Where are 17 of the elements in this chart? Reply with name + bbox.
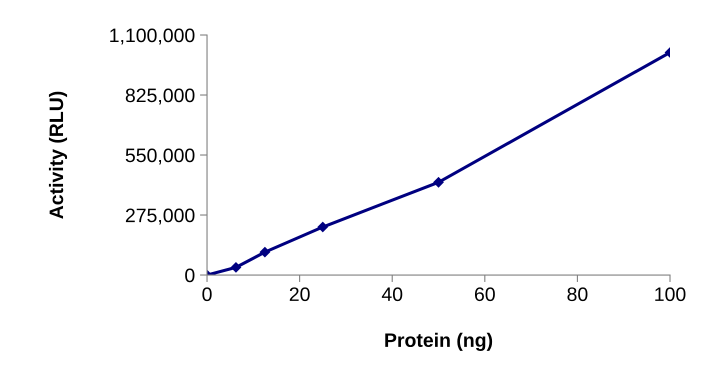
x-tick-label: 100 [655, 287, 686, 302]
y-tick-label: 1,100,000 [110, 28, 194, 45]
x-axis-title: Protein (ng) [385, 332, 492, 351]
y-tick-label: 0 [185, 268, 194, 282]
y-tick-label: 275,000 [126, 208, 194, 225]
x-tick-label: 40 [382, 287, 402, 302]
x-tick-label: 60 [474, 287, 495, 302]
point [230, 262, 242, 272]
point [433, 177, 444, 188]
point [318, 222, 328, 232]
x-tick-label: 20 [290, 287, 310, 302]
x-tick-label: 0 [202, 287, 212, 302]
x-tick-label: 80 [567, 287, 588, 302]
y-axis-title: Activity (RLU) [48, 92, 68, 219]
point [260, 247, 270, 258]
y-tick-label: 550,000 [126, 148, 194, 165]
y-tick-label: 825,000 [126, 88, 194, 105]
